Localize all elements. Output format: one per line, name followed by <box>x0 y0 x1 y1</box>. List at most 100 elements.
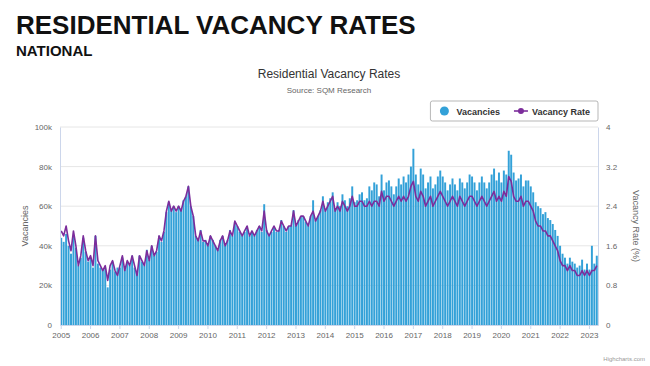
tick: 60k <box>39 202 60 211</box>
tick: 2016 <box>375 325 393 340</box>
tick-label: 2021 <box>522 331 540 340</box>
bar <box>268 236 270 325</box>
bar <box>119 268 121 325</box>
bar <box>405 182 407 325</box>
tick-mark <box>472 325 473 329</box>
tick-label: 2008 <box>140 331 158 340</box>
bar <box>280 220 282 325</box>
bar <box>175 212 177 325</box>
chart-title: Residential Vacancy Rates <box>258 67 401 81</box>
bar <box>222 236 224 325</box>
tick-label: 2017 <box>404 331 422 340</box>
legend-label: Vacancy Rate <box>532 107 590 117</box>
bar <box>134 268 136 325</box>
bar <box>124 270 126 325</box>
bar <box>227 240 229 325</box>
tick-mark <box>149 325 150 329</box>
bar <box>114 272 116 325</box>
bar <box>68 246 70 325</box>
bar <box>153 256 155 325</box>
bar <box>85 252 87 325</box>
bar <box>584 270 586 325</box>
tick-label: 2016 <box>375 331 393 340</box>
bar <box>136 274 138 325</box>
bar <box>476 190 478 325</box>
tick-label: 2.4 <box>606 202 618 211</box>
legend-box <box>430 101 598 121</box>
tick-label: 2011 <box>229 331 247 340</box>
bar <box>417 184 419 325</box>
bar <box>581 260 583 325</box>
grid-line <box>60 285 598 286</box>
bar <box>327 202 329 325</box>
bar <box>126 262 128 325</box>
bar <box>236 226 238 325</box>
bar <box>87 262 89 325</box>
bar <box>165 212 167 325</box>
tick-mark <box>119 325 120 329</box>
bar <box>434 184 436 325</box>
tick: 2018 <box>434 325 452 340</box>
bar <box>112 262 114 325</box>
bar <box>496 180 498 325</box>
bar <box>185 196 187 325</box>
page-title: RESIDENTIAL VACANCY RATES <box>16 10 416 40</box>
bar <box>241 236 243 325</box>
bar <box>593 264 595 325</box>
bar <box>376 184 378 325</box>
tick-label: 2015 <box>346 331 364 340</box>
tick-label: 100k <box>35 123 53 132</box>
tick-mark <box>530 325 531 329</box>
bar <box>522 186 524 325</box>
tick-label: 0.8 <box>606 281 618 290</box>
bar <box>90 258 92 325</box>
bar <box>275 232 277 325</box>
tick-label: 4 <box>606 123 611 132</box>
bar <box>183 200 185 325</box>
tick: 2007 <box>111 325 129 340</box>
legend-item: Vacancy Rate <box>514 107 590 117</box>
bar <box>544 212 546 325</box>
bar <box>205 240 207 325</box>
bar <box>307 226 309 325</box>
chart-subtitle: Source: SQM Research <box>287 86 371 95</box>
bar <box>278 230 280 325</box>
tick: 2005 <box>52 325 70 340</box>
bar <box>285 232 287 325</box>
bar <box>349 198 351 325</box>
bar <box>334 210 336 325</box>
bar <box>180 210 182 325</box>
bar <box>295 226 297 325</box>
bar <box>109 270 111 325</box>
bar <box>141 262 143 325</box>
bar <box>202 242 204 325</box>
bar <box>297 220 299 325</box>
bar <box>253 236 255 325</box>
bar <box>231 236 233 325</box>
bar <box>97 264 99 325</box>
bar <box>173 206 175 325</box>
bar <box>77 266 79 325</box>
tick: 2015 <box>346 325 364 340</box>
bar <box>283 226 285 325</box>
y-axis: 020k40k60k80k100k <box>35 123 61 330</box>
legend-symbol <box>440 107 449 116</box>
tick: 2014 <box>316 325 334 340</box>
bar <box>305 222 307 325</box>
tick-mark <box>295 325 296 329</box>
bar <box>346 206 348 325</box>
bar <box>359 194 361 325</box>
tick: 2012 <box>258 325 276 340</box>
bar <box>354 202 356 325</box>
bar <box>383 190 385 325</box>
bar <box>212 240 214 325</box>
bar <box>251 232 253 325</box>
bar <box>361 192 363 325</box>
bar <box>190 206 192 325</box>
bar <box>395 186 397 325</box>
tick: 0 <box>598 321 611 330</box>
bar <box>324 210 326 325</box>
tick-label: 2006 <box>82 331 100 340</box>
tick: 2021 <box>522 325 540 340</box>
bar <box>566 264 568 325</box>
